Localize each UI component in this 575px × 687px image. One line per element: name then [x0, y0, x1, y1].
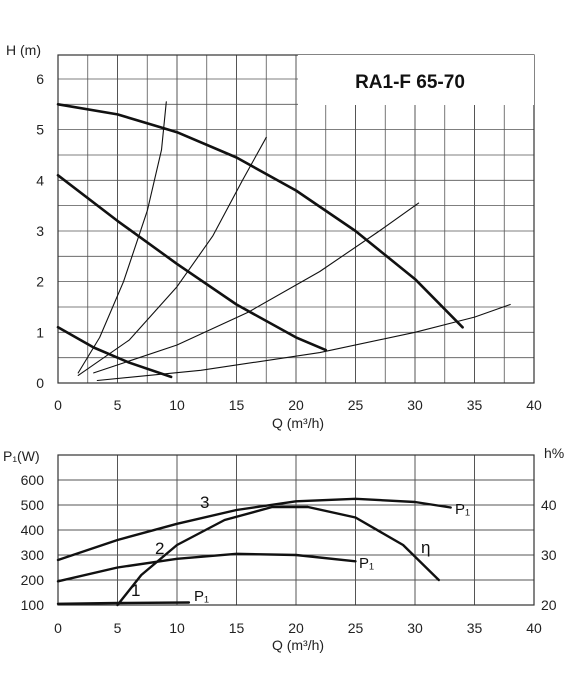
power-y-right-tick-label: 30 [541, 547, 557, 563]
head-x-tick-label: 40 [526, 397, 542, 413]
power-curve-1 [56, 552, 357, 583]
power-y-right-tick-label: 40 [541, 497, 557, 513]
head-curve-2 [56, 326, 173, 379]
head-x-tick-label: 5 [114, 397, 122, 413]
legend-p1-top: P₁ [455, 501, 470, 518]
head-chart: RA1-F 65-70 H (m) Q (m³/h) 0 5 10 15 20 25 30 3… [6, 42, 542, 431]
head-chart-ylabel: H (m) [6, 42, 41, 58]
head-y-tick-label: 2 [36, 274, 44, 290]
legend-p1-low: P₁ [194, 588, 209, 605]
power-chart-frame [57, 454, 535, 606]
power-y-tick-label: 600 [21, 472, 45, 488]
head-x-tick-label: 15 [229, 397, 245, 413]
power-y-tick-label: 500 [21, 497, 45, 513]
head-x-tick-label: 30 [407, 397, 423, 413]
power-x-tick-label: 15 [229, 620, 245, 636]
power-chart-ylabel: P₁(W) [3, 448, 40, 464]
system-curve-5 [93, 202, 420, 374]
power-chart-annotations: 3 2 1 η P₁ P₁ P₁ [131, 493, 470, 605]
head-chart-title: RA1-F 65-70 [355, 72, 465, 93]
annotation-1: 1 [131, 581, 140, 600]
power-chart-x-ticks: 0 5 10 15 20 25 30 35 40 [54, 620, 542, 636]
power-chart-series [56, 497, 452, 607]
head-chart-x-ticks: 0 5 10 15 20 25 30 35 40 [54, 397, 542, 413]
power-y-tick-label: 200 [21, 572, 45, 588]
power-x-tick-label: 35 [467, 620, 483, 636]
head-x-tick-label: 20 [288, 397, 304, 413]
head-chart-y-ticks: 0 1 2 3 4 5 6 [36, 71, 44, 391]
annotation-2: 2 [155, 539, 164, 558]
power-x-tick-label: 25 [348, 620, 364, 636]
power-y-tick-label: 400 [21, 522, 45, 538]
power-x-tick-label: 5 [114, 620, 122, 636]
power-chart-y-ticks-right: 20 30 40 [541, 497, 557, 613]
power-x-tick-label: 20 [288, 620, 304, 636]
head-chart-grid [58, 55, 534, 383]
power-y-right-tick-label: 20 [541, 597, 557, 613]
power-y-tick-label: 300 [21, 547, 45, 563]
power-x-tick-label: 10 [169, 620, 185, 636]
power-x-tick-label: 40 [526, 620, 542, 636]
legend-p1-mid: P₁ [359, 555, 374, 572]
head-x-tick-label: 10 [169, 397, 185, 413]
power-x-tick-label: 30 [407, 620, 423, 636]
head-chart-xlabel: Q (m³/h) [272, 415, 324, 431]
head-x-tick-label: 35 [467, 397, 483, 413]
head-y-tick-label: 4 [36, 172, 44, 188]
power-chart: P₁(W) h% Q (m³/h) 0 5 10 15 20 25 30 35 40 10020… [3, 445, 564, 653]
system-curve-3 [77, 101, 167, 374]
efficiency-curve [116, 505, 440, 607]
head-curve-0 [56, 103, 464, 329]
system-curve-4 [77, 136, 267, 376]
power-curve-2 [56, 601, 191, 605]
system-curve-6 [96, 303, 511, 382]
head-y-tick-label: 5 [36, 122, 44, 138]
power-chart-ylabel-right: h% [544, 445, 564, 461]
head-y-tick-label: 0 [36, 375, 44, 391]
head-y-tick-label: 6 [36, 71, 44, 87]
head-chart-frame [57, 54, 535, 384]
head-curve-1 [56, 174, 328, 352]
annotation-eta: η [421, 538, 430, 557]
head-x-tick-label: 25 [348, 397, 364, 413]
power-y-tick-label: 100 [21, 597, 45, 613]
power-chart-y-ticks: 100 200 300 400 500 600 [21, 472, 45, 613]
head-x-tick-label: 0 [54, 397, 62, 413]
power-curve-0 [56, 497, 452, 562]
power-chart-xlabel: Q (m³/h) [272, 637, 324, 653]
annotation-3: 3 [200, 493, 209, 512]
power-chart-grid [58, 455, 534, 605]
head-y-tick-label: 3 [36, 223, 44, 239]
power-x-tick-label: 0 [54, 620, 62, 636]
head-y-tick-label: 1 [36, 324, 44, 340]
head-chart-series [56, 101, 511, 382]
head-chart-title-box [298, 55, 534, 105]
